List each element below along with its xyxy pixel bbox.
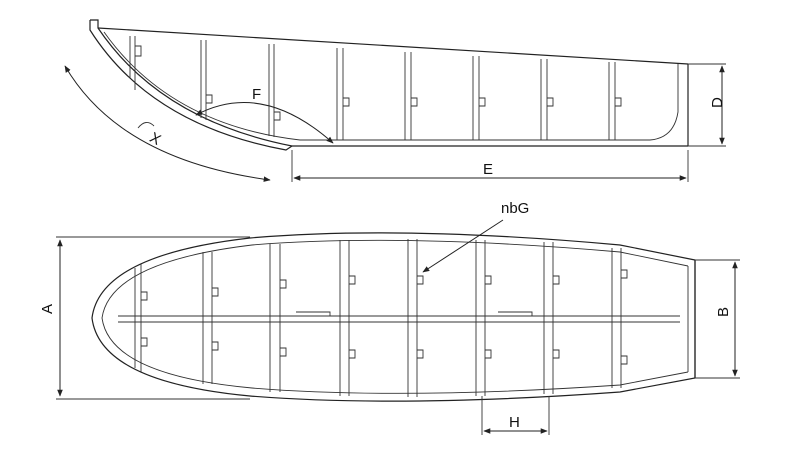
top-view — [56, 219, 740, 435]
label-e: E — [483, 161, 493, 178]
top-frames — [134, 239, 628, 397]
label-d: D — [709, 97, 726, 108]
label-b: B — [715, 307, 732, 317]
callout-arrow — [422, 219, 504, 273]
side-frames — [129, 36, 622, 140]
arc-x-mark — [137, 122, 155, 129]
label-f: F — [252, 86, 261, 103]
label-a: A — [39, 304, 56, 314]
arc-x-dimension — [64, 65, 271, 182]
label-callout: nbG — [501, 200, 529, 217]
label-x: X — [147, 129, 164, 149]
side-view — [64, 19, 726, 182]
label-h: H — [509, 414, 520, 431]
